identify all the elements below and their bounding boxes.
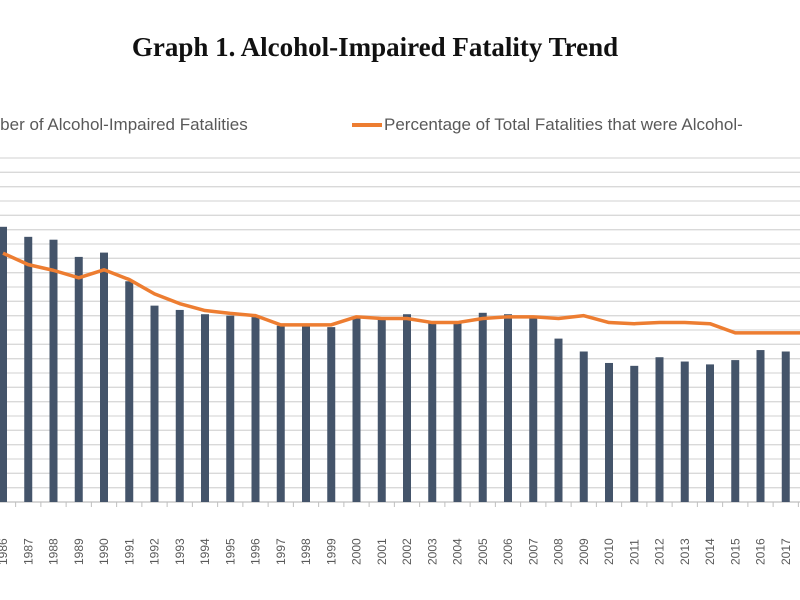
bar-2002 <box>403 314 411 502</box>
bar-2013 <box>680 361 689 502</box>
bar-2003 <box>428 321 437 502</box>
bar-1994 <box>201 314 209 502</box>
x-tick-label: 2009 <box>577 538 591 565</box>
x-tick-label: 1996 <box>249 538 263 565</box>
bar-1987 <box>24 236 33 503</box>
bar-2010 <box>605 362 613 502</box>
legend-line-swatch <box>352 123 382 127</box>
x-tick-label: 1997 <box>274 538 288 565</box>
x-tick-label: 1989 <box>72 538 86 565</box>
bar-2009 <box>579 351 588 502</box>
x-tick-label: 1986 <box>0 538 10 565</box>
x-tick-label: 1999 <box>324 538 338 565</box>
bar-2012 <box>655 357 664 502</box>
bar-2011 <box>630 365 639 502</box>
x-tick-label: 2015 <box>728 538 742 565</box>
bar-2000 <box>352 317 361 502</box>
legend-line-label: Percentage of Total Fatalities that were… <box>384 115 743 134</box>
x-tick-label: 1987 <box>21 538 35 565</box>
x-tick-label: 1993 <box>173 538 187 565</box>
x-tick-label: 1992 <box>148 538 162 565</box>
bar-2015 <box>731 360 740 502</box>
bar-2006 <box>504 314 512 502</box>
x-tick-label: 1998 <box>299 538 313 565</box>
x-tick-label: 1994 <box>198 538 212 565</box>
x-tick-label: 1988 <box>47 538 61 565</box>
x-tick-label: 2012 <box>653 538 667 565</box>
bar-2004 <box>453 321 462 502</box>
bar-1997 <box>276 325 285 502</box>
bar-2017 <box>781 351 790 502</box>
bar-1989 <box>74 256 83 502</box>
bar-1998 <box>302 325 310 502</box>
x-tick-label: 2013 <box>678 538 692 565</box>
x-tick-label: 2000 <box>350 538 364 565</box>
x-tick-label: 2010 <box>602 538 616 565</box>
x-tick-label: 2002 <box>400 538 414 565</box>
bar-2007 <box>529 317 538 502</box>
legend-line: Percentage of Total Fatalities that were… <box>352 115 743 135</box>
x-tick-label: 2007 <box>526 538 540 565</box>
line-series-percentage <box>2 251 800 335</box>
bar-1995 <box>226 315 235 502</box>
bar-2016 <box>756 350 765 502</box>
x-tick-label: 1995 <box>223 538 237 565</box>
bar-1990 <box>100 252 108 502</box>
legend-bars-label: mber of Alcohol-Impaired Fatalities <box>0 115 248 134</box>
bar-2001 <box>377 318 386 502</box>
x-tick-label: 2017 <box>779 538 793 565</box>
bar-2005 <box>478 312 487 502</box>
x-tick-label: 1991 <box>122 538 136 565</box>
chart-title: Graph 1. Alcohol-Impaired Fatality Trend <box>131 32 619 62</box>
bar-1991 <box>125 281 134 502</box>
bar-1999 <box>327 327 336 502</box>
bar-1992 <box>150 305 159 502</box>
x-tick-label: 1990 <box>97 538 111 565</box>
bar-2008 <box>554 338 563 502</box>
x-tick-label: 2006 <box>501 538 515 565</box>
bar-1993 <box>175 309 184 502</box>
x-tick-label: 2014 <box>703 538 717 565</box>
bar-1988 <box>49 239 58 502</box>
x-tick-label: 2016 <box>754 538 768 565</box>
x-tick-label: 2005 <box>476 538 490 565</box>
x-tick-label: 2008 <box>552 538 566 565</box>
bar-1996 <box>251 317 260 502</box>
x-tick-label: 2011 <box>627 539 641 565</box>
x-tick-label: 2001 <box>375 538 389 565</box>
bar-1986 <box>0 226 7 503</box>
legend-bars: mber of Alcohol-Impaired Fatalities <box>0 115 248 135</box>
x-tick-label: 2003 <box>425 538 439 565</box>
bar-2014 <box>706 364 714 502</box>
x-tick-label: 2004 <box>451 538 465 565</box>
